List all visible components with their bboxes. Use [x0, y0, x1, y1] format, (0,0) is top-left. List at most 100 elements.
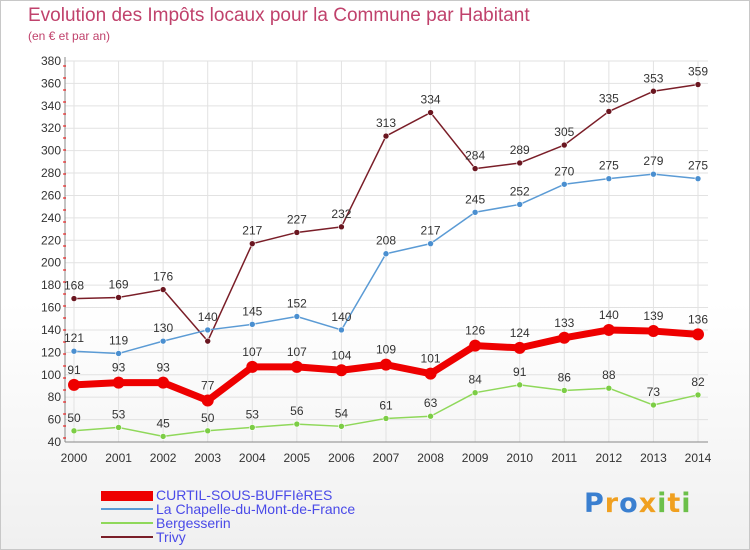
- y-tick-label-140: 140: [41, 323, 61, 337]
- legend-item-trivy: Trivy: [101, 529, 501, 545]
- y-tick-label-360: 360: [41, 76, 61, 90]
- data-point-curtil-2011: [558, 331, 571, 344]
- data-label-la-chapelle-2011: 270: [554, 164, 574, 178]
- data-point-bergesserin-2014: [694, 391, 702, 399]
- data-label-la-chapelle-2000: 121: [64, 331, 84, 345]
- data-label-bergesserin-2004: 53: [246, 407, 260, 421]
- data-label-bergesserin-2005: 56: [290, 404, 304, 418]
- x-tick-label-2006: 2006: [328, 451, 355, 465]
- x-tick-label-2012: 2012: [596, 451, 623, 465]
- data-label-curtil-2009: 126: [465, 324, 485, 338]
- data-point-la-chapelle-2009: [471, 208, 479, 216]
- data-point-trivy-2008: [427, 109, 434, 116]
- data-point-bergesserin-2005: [293, 420, 301, 428]
- data-point-trivy-2002: [159, 286, 167, 293]
- data-point-curtil-2006: [335, 364, 348, 377]
- data-point-bergesserin-2006: [338, 423, 345, 430]
- y-tick-label-120: 120: [41, 345, 61, 359]
- data-point-trivy-2001: [115, 294, 122, 301]
- data-label-curtil-2014: 136: [688, 312, 708, 326]
- legend-swatch-la-chapelle: [101, 508, 153, 510]
- data-label-la-chapelle-2003: 140: [198, 310, 218, 324]
- data-label-bergesserin-2012: 88: [602, 368, 616, 382]
- legend-swatch-curtil: [101, 491, 153, 501]
- data-label-trivy-2000: 168: [64, 279, 84, 293]
- data-point-la-chapelle-2005: [293, 313, 301, 320]
- data-label-la-chapelle-2005: 152: [287, 296, 307, 310]
- data-point-curtil-2013: [647, 325, 660, 338]
- data-point-la-chapelle-2012: [605, 175, 613, 182]
- data-label-trivy-2007: 313: [376, 116, 396, 130]
- x-tick-label-2000: 2000: [61, 451, 88, 465]
- data-label-curtil-2000: 91: [67, 363, 81, 377]
- data-label-curtil-2001: 93: [112, 361, 126, 375]
- data-point-bergesserin-2013: [650, 401, 657, 409]
- data-label-bergesserin-2002: 45: [156, 416, 170, 430]
- data-label-bergesserin-2007: 61: [379, 398, 393, 412]
- legend-item-bergesserin: Bergesserin: [101, 515, 501, 531]
- data-point-curtil-2004: [246, 360, 259, 373]
- data-point-curtil-2010: [513, 341, 526, 354]
- data-label-trivy-2006: 232: [331, 207, 351, 221]
- data-point-la-chapelle-2010: [516, 201, 524, 208]
- data-label-trivy-2002: 176: [153, 270, 173, 284]
- x-tick-label-2007: 2007: [373, 451, 400, 465]
- data-point-bergesserin-2010: [516, 381, 524, 389]
- data-point-bergesserin-2000: [70, 427, 78, 435]
- data-label-la-chapelle-2002: 130: [153, 321, 173, 335]
- data-label-la-chapelle-2014: 275: [688, 159, 708, 173]
- x-tick-label-2011: 2011: [551, 451, 577, 465]
- y-tick-label-180: 180: [41, 278, 61, 292]
- data-point-trivy-2007: [382, 132, 390, 140]
- data-label-bergesserin-2003: 50: [201, 411, 215, 425]
- data-point-curtil-2000: [68, 378, 80, 391]
- data-point-la-chapelle-2007: [382, 250, 390, 258]
- data-point-la-chapelle-2011: [560, 180, 568, 188]
- data-label-bergesserin-2008: 63: [424, 396, 438, 410]
- x-tick-label-2008: 2008: [417, 451, 444, 465]
- y-tick-label-380: 380: [41, 54, 61, 68]
- data-point-la-chapelle-2008: [427, 240, 434, 247]
- data-label-curtil-2003: 77: [201, 379, 215, 393]
- legend-swatch-trivy: [101, 536, 153, 538]
- data-point-bergesserin-2001: [115, 424, 122, 431]
- data-label-trivy-2004: 217: [242, 224, 262, 238]
- y-tick-label-100: 100: [41, 368, 61, 382]
- x-tick-label-2010: 2010: [506, 451, 533, 465]
- data-point-bergesserin-2009: [471, 389, 479, 396]
- data-label-curtil-2006: 104: [331, 348, 351, 362]
- data-label-la-chapelle-2013: 279: [643, 154, 663, 168]
- legend-label-bergesserin: Bergesserin: [156, 515, 231, 531]
- data-point-trivy-2010: [516, 159, 524, 167]
- x-tick-label-2004: 2004: [239, 451, 266, 465]
- data-label-bergesserin-2010: 91: [513, 365, 527, 379]
- data-label-curtil-2002: 93: [156, 361, 170, 375]
- data-label-bergesserin-2011: 86: [558, 370, 572, 384]
- data-label-trivy-2010: 289: [510, 143, 530, 157]
- data-point-curtil-2012: [602, 323, 615, 336]
- data-point-bergesserin-2002: [159, 433, 167, 440]
- y-tick-label-40: 40: [48, 435, 62, 449]
- data-label-bergesserin-2001: 53: [112, 407, 126, 421]
- data-label-trivy-2005: 227: [287, 212, 307, 226]
- y-tick-label-280: 280: [41, 166, 61, 180]
- x-tick-label-2009: 2009: [462, 451, 489, 465]
- data-point-curtil-2003: [201, 394, 214, 407]
- y-tick-label-340: 340: [41, 99, 61, 113]
- chart-subtitle: (en € et par an): [28, 29, 111, 43]
- data-point-bergesserin-2012: [605, 384, 613, 392]
- data-point-la-chapelle-2006: [338, 326, 345, 334]
- data-label-curtil-2005: 107: [287, 345, 307, 359]
- legend-label-curtil: CURTIL-SOUS-BUFFIèRES: [156, 487, 333, 503]
- data-point-trivy-2011: [560, 141, 568, 149]
- data-point-trivy-2009: [471, 165, 479, 172]
- data-label-la-chapelle-2006: 140: [331, 310, 351, 324]
- data-point-bergesserin-2008: [427, 412, 434, 420]
- data-label-curtil-2010: 124: [510, 326, 530, 340]
- y-tick-label-80: 80: [48, 390, 62, 404]
- data-label-trivy-2009: 284: [465, 149, 485, 163]
- y-tick-label-60: 60: [48, 413, 62, 427]
- data-point-curtil-2009: [469, 339, 482, 352]
